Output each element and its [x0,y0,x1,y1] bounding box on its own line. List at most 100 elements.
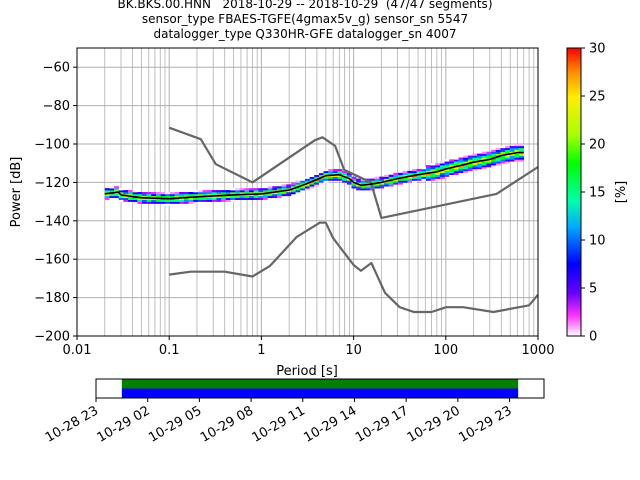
psd-cell [225,199,231,202]
psd-cell [258,192,264,195]
psd-cell [160,195,166,199]
time-tick-label: 10-29 14 [301,403,359,445]
psd-cell [216,195,222,199]
psd-cell [430,165,436,168]
psd-cell [118,190,124,193]
psd-cell [286,190,292,193]
psd-cell [141,201,147,204]
psd-cell [249,195,255,199]
psd-cell [211,197,217,200]
psd-cell [300,190,306,193]
psd-cell [477,155,483,158]
psd-cell [155,195,161,199]
psd-cell [477,153,483,156]
psd-cell [360,186,366,189]
psd-cell [430,172,436,176]
psd-cell [458,157,464,160]
psd-cell [384,184,390,187]
time-tick-label: 10-29 11 [250,403,308,445]
psd-cell [263,197,268,200]
psd-cell [514,155,520,158]
psd-cell [332,174,338,177]
psd-cell [216,197,222,200]
psd-cell [402,174,408,177]
psd-cell [332,178,338,181]
y-tick-label: −200 [34,330,70,345]
psd-cell [193,201,199,204]
psd-cell [491,159,497,162]
psd-cell [332,172,338,176]
psd-cell [230,192,236,195]
psd-cell [342,172,348,176]
psd-cell [435,167,441,170]
psd-cell [197,199,203,202]
psd-cell [393,182,399,185]
psd-cell [253,192,259,195]
psd-cell [356,178,362,181]
psd-cell [467,165,473,168]
psd-cell [109,193,115,197]
psd-cell [202,190,208,193]
psd-cell [439,176,445,179]
psd-cell [351,186,357,189]
psd-cell [160,199,166,202]
psd-cell [351,178,357,181]
psd-cell [286,193,292,197]
psd-cell [141,195,147,199]
psd-cell [183,192,189,195]
psd-cell [309,178,315,181]
psd-cell [258,193,264,197]
psd-cell [169,201,175,204]
psd-cell [253,197,259,200]
psd-cell [514,153,520,156]
psd-cell [118,197,124,200]
psd-cell [453,172,459,176]
psd-cell [183,197,189,200]
psd-cell [509,145,515,149]
x-tick-label: 10 [345,343,362,358]
psd-cell [467,163,473,166]
psd-cell [276,195,282,199]
psd-cell [411,170,417,174]
psd-cell [123,197,129,200]
psd-cell [146,197,152,200]
psd-cell [351,184,357,187]
psd-cell [463,161,469,164]
psd-cell [486,157,492,160]
psd-cell [425,180,431,183]
psd-cell [146,199,152,202]
psd-cell [295,188,301,191]
psd-cell [346,174,352,177]
psd-cell [267,193,273,197]
psd-cell [458,168,464,172]
psd-cell [458,163,464,166]
psd-cell [332,176,338,179]
psd-cell [300,188,306,191]
psd-cell [425,178,431,181]
psd-cell [435,165,441,168]
psd-cell [276,192,282,195]
psd-cell [104,188,110,191]
psd-cell [439,163,445,166]
psd-cell [472,159,478,162]
psd-cell [258,195,264,199]
psd-cell [146,201,152,204]
psd-cell [486,167,492,170]
psd-cell [365,182,371,185]
psd-cell [505,151,511,154]
psd-cell [421,168,427,172]
psd-cell [505,157,511,160]
psd-cell [211,195,217,199]
noise-model-low-line [169,221,538,314]
psd-cell [179,201,185,204]
psd-cell [425,170,431,174]
psd-cell [165,199,171,202]
psd-cell [421,174,427,177]
psd-cell [337,178,343,181]
psd-cell [239,190,245,193]
psd-cell [495,151,501,154]
psd-cell [160,193,166,197]
psd-cell [295,184,301,187]
psd-cell [174,192,180,195]
psd-cell [216,192,222,195]
